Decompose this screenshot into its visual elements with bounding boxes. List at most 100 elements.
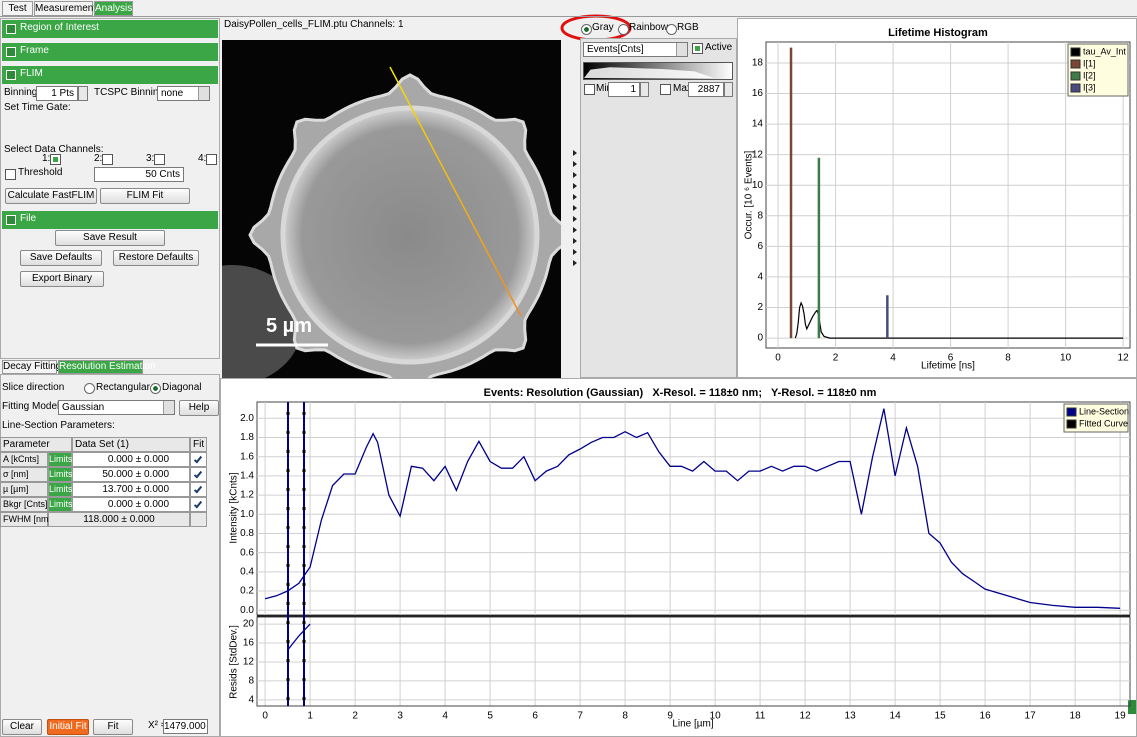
tab[interactable]: Analysis xyxy=(94,1,133,16)
button[interactable]: Save Result xyxy=(55,230,165,246)
dropdown[interactable]: Gaussian xyxy=(58,400,175,415)
table-header: Parameter xyxy=(0,437,72,452)
limits-button[interactable]: Limits xyxy=(48,467,73,482)
spinner[interactable] xyxy=(640,82,649,97)
table-cell: Bkgr [Cnts] xyxy=(0,497,48,512)
label: Gray xyxy=(592,22,614,33)
radio-button[interactable] xyxy=(581,24,592,35)
table-cell[interactable]: 13.700 ± 0.000 xyxy=(72,482,190,497)
expand-arrow[interactable] xyxy=(573,183,577,189)
limits-button[interactable]: Limits xyxy=(48,497,73,512)
label: Max xyxy=(673,83,692,94)
label: Rectangular xyxy=(96,382,150,393)
table-cell: A [kCnts] xyxy=(0,452,48,467)
checkbox[interactable] xyxy=(5,169,16,180)
text-input[interactable]: 2887 xyxy=(688,82,724,97)
table-cell[interactable]: 50.000 ± 0.000 xyxy=(72,467,190,482)
expand-arrow[interactable] xyxy=(573,161,577,167)
label: RGB xyxy=(677,22,699,33)
expand-arrow[interactable] xyxy=(573,238,577,244)
expand-arrow[interactable] xyxy=(573,249,577,255)
table-cell: 118.000 ± 0.000 xyxy=(48,512,190,527)
dropdown[interactable]: Events[Cnts] xyxy=(583,42,688,57)
radio-button[interactable] xyxy=(618,24,629,35)
expand-arrow[interactable] xyxy=(573,205,577,211)
label: Select Data Channels: xyxy=(4,144,104,155)
table-cell xyxy=(190,512,207,527)
label: 3: xyxy=(146,153,155,164)
table-cell: σ [nm] xyxy=(0,467,48,482)
table-cell xyxy=(190,467,207,482)
expand-arrow[interactable] xyxy=(573,150,577,156)
button[interactable]: Clear xyxy=(2,719,42,735)
button[interactable]: Help xyxy=(179,400,219,416)
checkbox[interactable] xyxy=(692,43,703,54)
tab[interactable]: Resolution Estimation xyxy=(58,360,156,374)
label: Threshold xyxy=(18,167,63,178)
status-marker xyxy=(1128,700,1136,714)
expand-arrow[interactable] xyxy=(573,194,577,200)
checkbox[interactable] xyxy=(660,84,671,95)
dropdown-arrow xyxy=(163,401,174,414)
section-header[interactable]: FLIM xyxy=(2,66,218,84)
expand-arrow[interactable] xyxy=(573,227,577,233)
collapse-icon xyxy=(6,47,16,57)
text-input[interactable]: 1479.000 xyxy=(163,719,208,734)
button[interactable]: Initial Fit xyxy=(47,719,89,735)
table-cell[interactable]: 0.000 ± 0.000 xyxy=(72,497,190,512)
label: 2: xyxy=(94,153,103,164)
checkbox[interactable] xyxy=(154,154,165,165)
section-header[interactable]: File xyxy=(2,211,218,229)
tab[interactable]: Measurement xyxy=(34,1,97,16)
colorbar-histogram xyxy=(584,67,714,78)
button[interactable]: Fit xyxy=(93,719,133,735)
radio-button[interactable] xyxy=(150,383,161,394)
histogram-panel xyxy=(737,18,1137,378)
tab[interactable]: Decay Fitting xyxy=(2,360,62,374)
button[interactable]: FLIM Fit xyxy=(100,188,190,204)
spinner[interactable] xyxy=(724,82,733,97)
limits-button[interactable]: Limits xyxy=(48,452,73,467)
button[interactable]: Save Defaults xyxy=(20,250,102,266)
checkbox[interactable] xyxy=(102,154,113,165)
text-input[interactable]: 1 Pts xyxy=(36,86,78,101)
table-cell xyxy=(190,497,207,512)
table-cell: FWHM [nm] xyxy=(0,512,51,527)
text-input[interactable]: 50 Cnts xyxy=(94,167,184,182)
table-header: Data Set (1) xyxy=(72,437,190,452)
checkbox[interactable] xyxy=(50,154,61,165)
radio-button[interactable] xyxy=(666,24,677,35)
label: 4: xyxy=(198,153,207,164)
table-cell: µ [µm] xyxy=(0,482,48,497)
label: Active xyxy=(705,42,733,53)
collapse-icon xyxy=(6,70,16,80)
button[interactable]: Calculate FastFLIM xyxy=(5,188,97,204)
collapse-icon xyxy=(6,24,16,34)
limits-button[interactable]: Limits xyxy=(48,482,73,497)
radio-button[interactable] xyxy=(84,383,95,394)
dropdown[interactable]: none xyxy=(157,86,210,101)
checkbox[interactable] xyxy=(584,84,595,95)
checkbox[interactable] xyxy=(206,154,217,165)
microscopy-image xyxy=(222,40,561,378)
section-header[interactable]: Region of Interest xyxy=(2,20,218,38)
button[interactable]: Restore Defaults xyxy=(113,250,199,266)
expand-arrow[interactable] xyxy=(573,216,577,222)
label: Binning: xyxy=(4,87,41,98)
label: Min xyxy=(596,83,613,94)
image-title: DaisyPollen_cells_FLIM.ptu Channels: 1 xyxy=(224,19,404,30)
text-input[interactable]: 1 xyxy=(608,82,640,97)
expand-arrow[interactable] xyxy=(573,260,577,266)
label: Set Time Gate: xyxy=(4,102,71,113)
collapse-icon xyxy=(6,215,16,225)
spinner[interactable] xyxy=(78,86,88,101)
table-cell[interactable]: 0.000 ± 0.000 xyxy=(72,452,190,467)
expand-arrow[interactable] xyxy=(573,172,577,178)
tab[interactable]: Test xyxy=(2,1,33,16)
section-header[interactable]: Frame xyxy=(2,43,218,61)
table-header: Fit xyxy=(190,437,207,452)
button[interactable]: Export Binary xyxy=(20,271,104,287)
label: X² = xyxy=(148,720,167,731)
lower-left-panel xyxy=(0,374,220,737)
